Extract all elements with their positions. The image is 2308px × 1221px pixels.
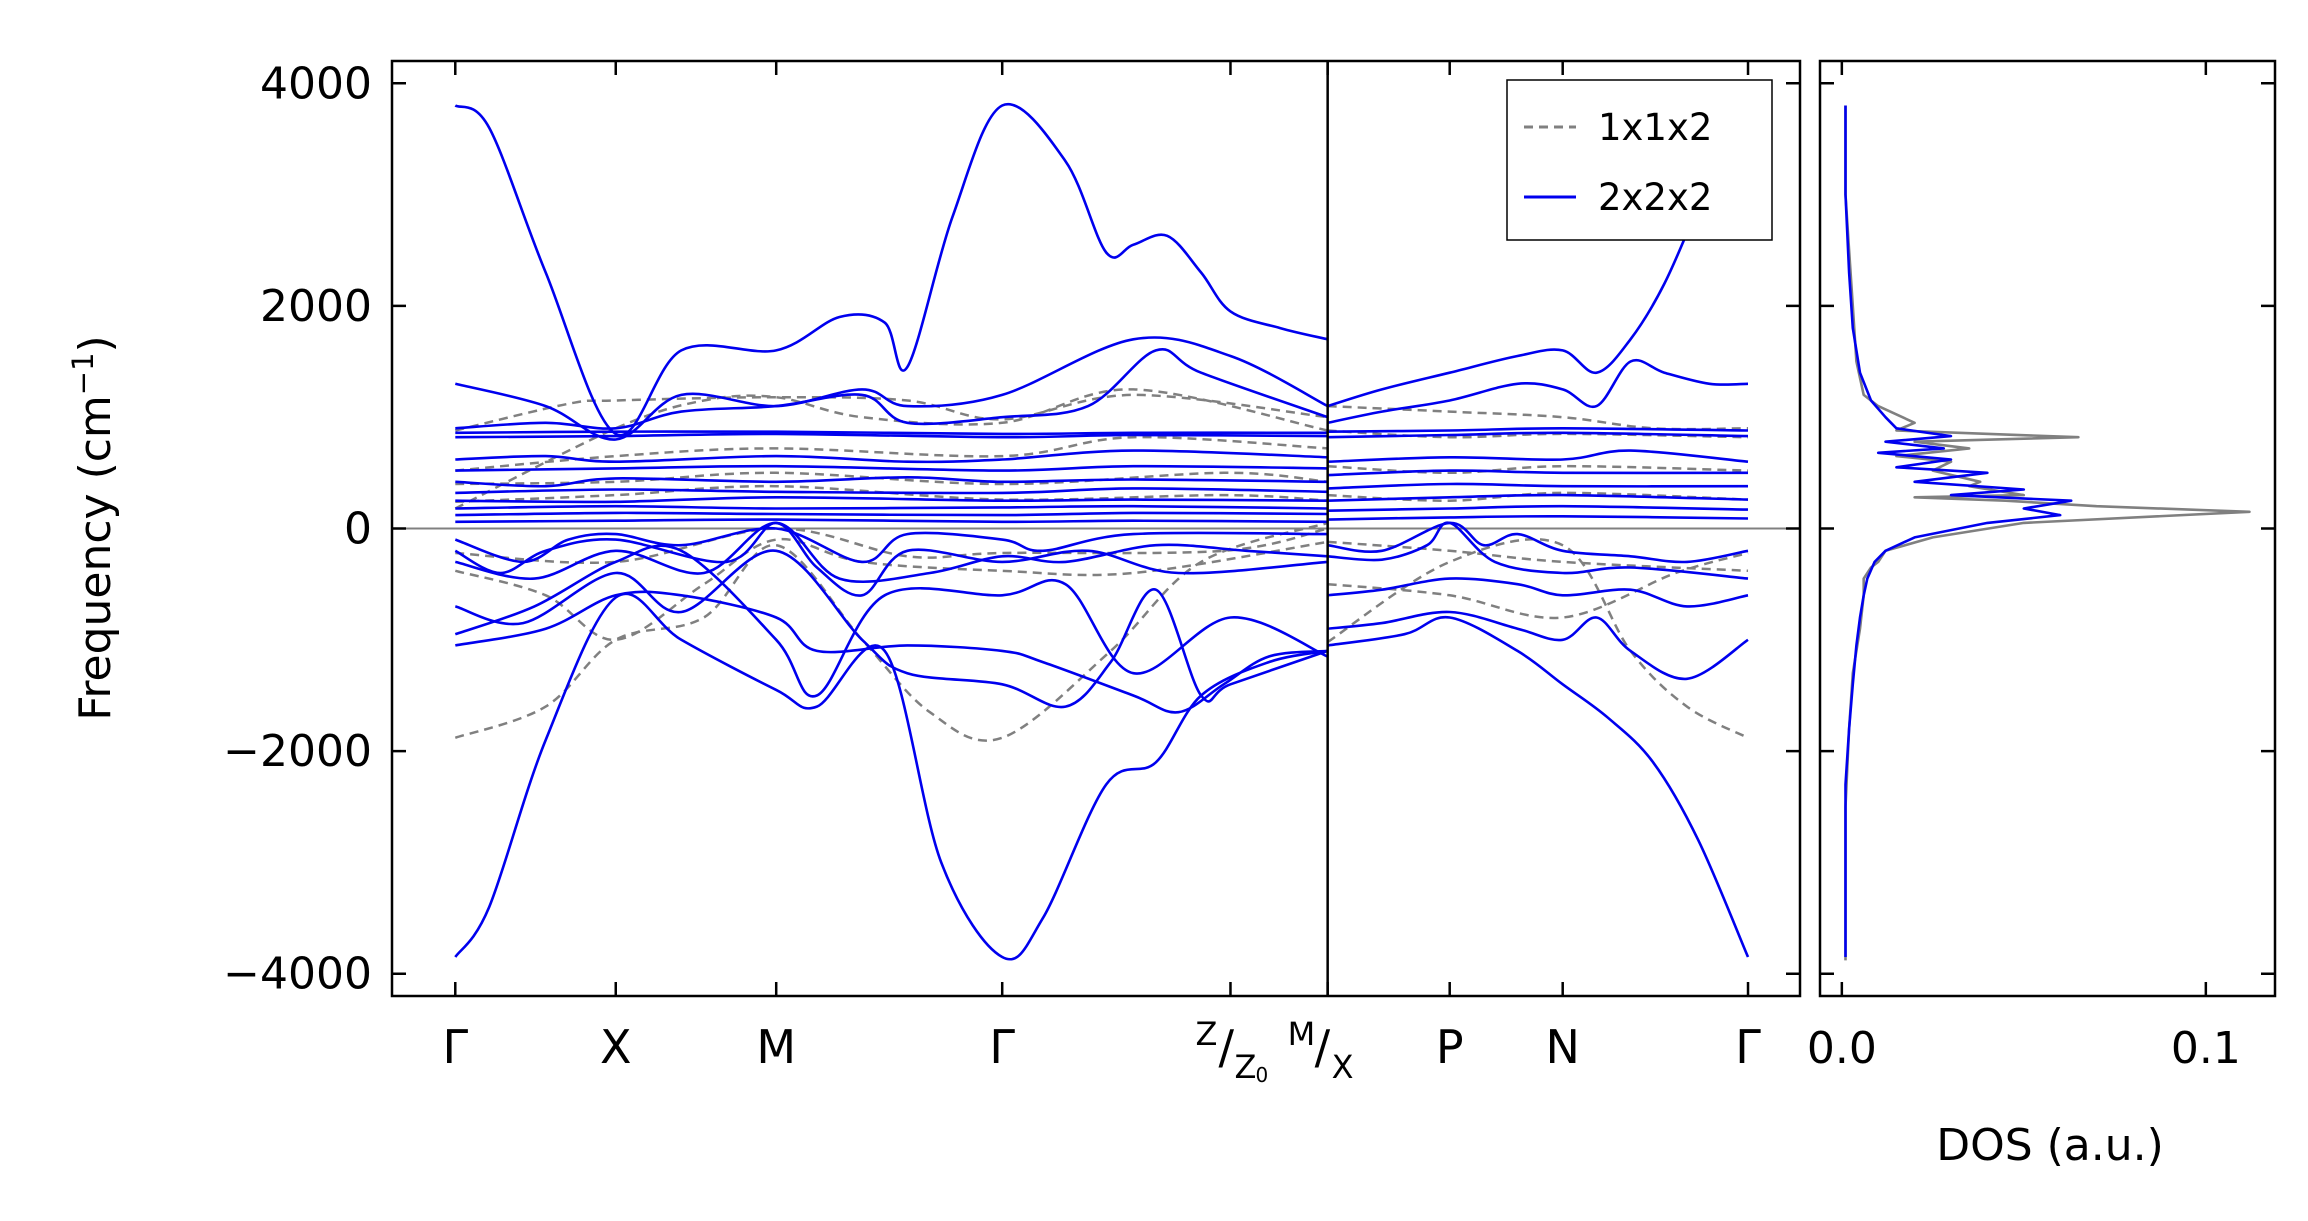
band-line-2x2x2-29 bbox=[455, 504, 1328, 510]
band-line-2x2x2-19 bbox=[454, 544, 1329, 698]
dos-xlabel: DOS (a.u.) bbox=[1936, 1120, 2164, 1171]
band-line-1x1x2-11 bbox=[1327, 464, 1749, 475]
band-ytick-label: 0 bbox=[344, 504, 372, 555]
band-line-2x2x2-27 bbox=[455, 487, 1328, 495]
band-line-2x2x2-30 bbox=[455, 511, 1328, 517]
xtick-m-label: M bbox=[1288, 1015, 1316, 1053]
band-xtick-label: Γ bbox=[442, 1020, 468, 1074]
legend: 1x1x2 2x2x2 bbox=[1506, 79, 1773, 241]
xtick-slash: / bbox=[1218, 1020, 1234, 1074]
dos-plot-area bbox=[1820, 61, 2275, 996]
band-lines bbox=[454, 102, 1750, 961]
band-line-1x1x2-7 bbox=[455, 527, 1328, 565]
band-line-2x2x2-39 bbox=[1327, 149, 1723, 408]
band-line-1x1x2-13 bbox=[1327, 540, 1749, 573]
band-line-2x2x2-32 bbox=[454, 526, 1328, 564]
band-line-1x1x2-1 bbox=[454, 537, 1328, 642]
band-line-2x2x2-23 bbox=[455, 430, 1328, 436]
band-line-2x2x2-47 bbox=[1327, 514, 1749, 521]
band-line-2x2x2-44 bbox=[1327, 482, 1749, 490]
band-line-2x2x2-16 bbox=[454, 592, 1328, 961]
xtick-z-label: Z bbox=[1195, 1015, 1217, 1053]
band-line-1x1x2-8 bbox=[1327, 538, 1749, 739]
dos-line-2x2x2 bbox=[1844, 105, 2073, 957]
band-line-2x2x2-25 bbox=[455, 464, 1328, 472]
band-line-2x2x2-38 bbox=[1327, 358, 1749, 425]
band-ytick-label: −4000 bbox=[223, 949, 372, 1000]
band-line-2x2x2-48 bbox=[1327, 521, 1749, 564]
band-line-2x2x2-35 bbox=[1327, 577, 1749, 608]
band-xtick-label: M bbox=[756, 1020, 796, 1074]
band-line-2x2x2-24 bbox=[455, 449, 1328, 464]
band-line-2x2x2-46 bbox=[1327, 504, 1749, 512]
band-line-2x2x2-49 bbox=[1327, 521, 1749, 580]
xtick-slash-2: / bbox=[1315, 1020, 1331, 1074]
band-line-2x2x2-37 bbox=[1327, 615, 1750, 958]
band-line-2x2x2-34 bbox=[455, 521, 1328, 584]
band-line-1x1x2-2 bbox=[454, 388, 1328, 510]
band-line-2x2x2-36 bbox=[1327, 610, 1749, 681]
band-ytick-label: 4000 bbox=[260, 58, 372, 109]
dos-xtick-label: 0.0 bbox=[1807, 1023, 1877, 1074]
band-line-2x2x2-33 bbox=[454, 521, 1328, 597]
band-line-2x2x2-28 bbox=[455, 495, 1328, 504]
band-line-1x1x2-5 bbox=[455, 471, 1328, 486]
xtick-x-label: X bbox=[1332, 1048, 1354, 1086]
band-line-2x2x2-21 bbox=[455, 348, 1329, 430]
dos-lines bbox=[1844, 105, 2251, 961]
dos-xtick-label: 0.1 bbox=[2171, 1023, 2241, 1074]
xtick-z0-subscript: 0 bbox=[1255, 1063, 1268, 1087]
xtick-z0-label: Z bbox=[1234, 1048, 1256, 1086]
band-line-2x2x2-43 bbox=[1327, 469, 1749, 477]
band-xtick-label: Γ bbox=[1735, 1020, 1761, 1074]
band-axes-frame bbox=[390, 59, 1802, 998]
band-ytick-label: 2000 bbox=[260, 281, 372, 332]
band-line-1x1x2-4 bbox=[455, 435, 1328, 472]
band-xtick-label: P bbox=[1436, 1020, 1464, 1074]
band-line-2x2x2-45 bbox=[1327, 493, 1749, 502]
legend-label-1x1x2: 1x1x2 bbox=[1598, 106, 1712, 149]
band-ylabel: Frequency (cm−1) bbox=[66, 335, 121, 720]
band-line-2x2x2-26 bbox=[455, 475, 1328, 488]
band-line-2x2x2-41 bbox=[1327, 431, 1749, 439]
dos-axes-frame bbox=[1818, 59, 2277, 998]
band-ytick-label: −2000 bbox=[223, 726, 372, 777]
band-line-2x2x2-42 bbox=[1327, 449, 1749, 463]
band-line-2x2x2-15 bbox=[454, 102, 1329, 437]
band-line-2x2x2-17 bbox=[455, 590, 1328, 714]
legend-label-2x2x2: 2x2x2 bbox=[1598, 176, 1712, 219]
band-xtick-composite-label: Z / Z 0M / X bbox=[1195, 1015, 1353, 1087]
band-xtick-label: Γ bbox=[989, 1020, 1015, 1074]
dos-panel: 0.0 0.1 DOS (a.u.) bbox=[1807, 59, 2277, 1171]
band-xtick-label: N bbox=[1545, 1020, 1579, 1074]
band-xtick-label: X bbox=[600, 1020, 632, 1074]
dos-axis-ticks: 0.0 0.1 bbox=[1807, 61, 2275, 1074]
band-line-2x2x2-31 bbox=[455, 518, 1328, 524]
legend-frame bbox=[1506, 79, 1773, 241]
band-line-2x2x2-18 bbox=[454, 549, 1329, 709]
band-line-2x2x2-40 bbox=[1327, 426, 1749, 433]
band-line-2x2x2-22 bbox=[455, 432, 1328, 439]
band-line-1x1x2-6 bbox=[455, 484, 1328, 504]
